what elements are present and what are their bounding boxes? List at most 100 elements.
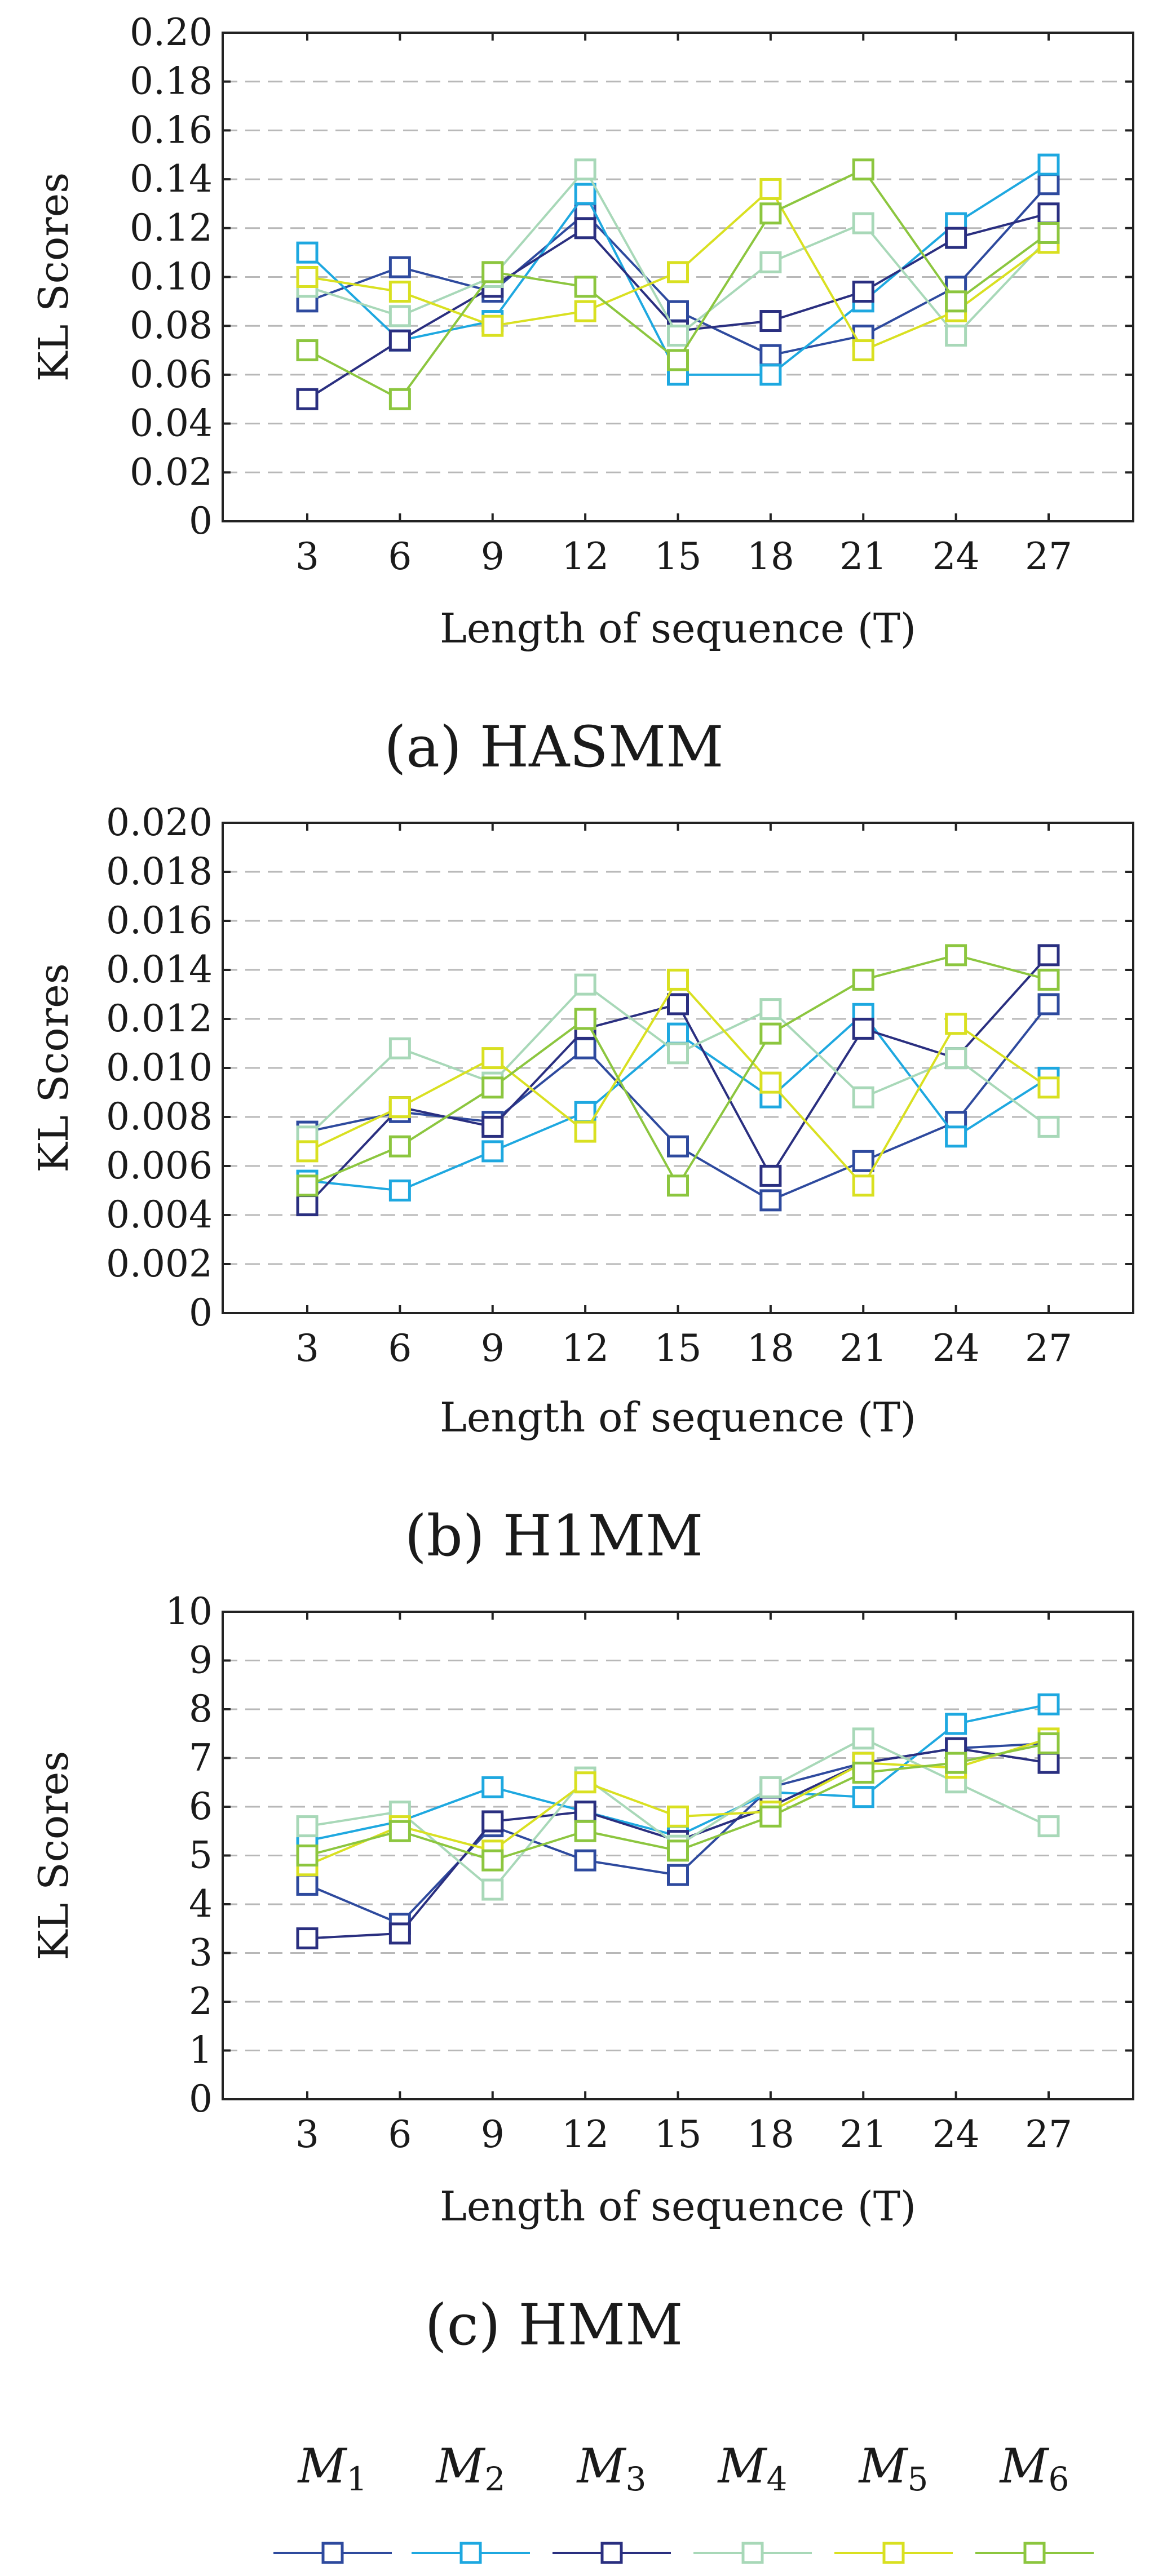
data-point [574,1849,596,1872]
data-point [759,998,782,1021]
data-point [667,993,689,1016]
data-point [296,1194,319,1217]
data-point [388,1180,411,1201]
data-point [1037,221,1060,244]
y-tick-label: 0 [189,1291,213,1334]
data-point [1037,968,1060,991]
x-tick-label: 27 [1025,535,1072,578]
data-point [667,300,689,322]
data-point [1037,1815,1060,1838]
data-point [574,1820,596,1842]
data-point [1037,944,1060,966]
x-tick-label: 15 [655,1327,702,1370]
data-point [574,1120,596,1143]
data-point [481,1849,504,1872]
data-point [945,227,967,249]
chart-panel-2: 0 0.002 0.004 0.006 0.008 0.010 0.012 0.014 0.01… [30,801,1134,1569]
data-point [481,1878,504,1901]
data-point [667,1805,689,1828]
chart-panel-1: 0 0.02 0.04 0.06 0.08 0.10 0.12 0.14 0.16 0.18 0.2… [30,11,1134,780]
legend-label-base: M [435,2438,486,2494]
legend-label-base: M [858,2438,909,2494]
data-point [759,251,782,273]
x-tick-label: 15 [655,2113,702,2156]
data-point [852,1786,874,1808]
x-tick-label: 6 [388,1327,412,1370]
data-point [388,1037,411,1059]
y-tick-label: 0 [189,499,213,543]
y-tick-label: 0.002 [106,1242,213,1285]
legend-label: M2 [435,2438,506,2498]
legend-marker [459,2542,482,2564]
data-point [388,329,411,352]
y-axis-title: KL Scores [30,172,77,382]
data-point [759,202,782,225]
x-tick-label: 6 [388,535,412,578]
data-point [1037,153,1060,176]
legend-entry-m2: M2 [412,2438,530,2564]
data-point [296,266,319,288]
y-tick-label: 0.004 [106,1193,213,1236]
data-point [945,944,967,966]
data-point [574,276,596,298]
data-point [1037,1752,1060,1774]
y-tick-label: 0.008 [106,1095,213,1138]
x-axis-title: Length of sequence (T) [440,1394,916,1441]
legend-entry-m1: M1 [273,2438,392,2564]
y-tick-label: 7 [189,1736,213,1780]
data-point [388,388,411,410]
data-point [852,1086,874,1109]
data-point [388,256,411,278]
data-point [296,1815,319,1838]
y-axis-title: KL Scores [30,963,77,1172]
data-point [1037,1732,1060,1755]
data-point [574,158,596,181]
series-m6 [296,158,1060,410]
legend-marker [600,2542,623,2564]
data-point [945,325,967,347]
data-point [667,349,689,371]
x-tick-label: 21 [839,1327,887,1370]
legend-label-base: M [576,2438,627,2494]
x-tick-label: 12 [562,1327,609,1370]
x-tick-label: 27 [1025,1327,1072,1370]
data-point [759,310,782,332]
legend-label-base: M [717,2438,768,2494]
legend-entry-m5: M5 [834,2438,953,2564]
x-tick-label: 9 [481,535,505,578]
data-point [574,1801,596,1823]
x-tick-label: 3 [295,535,319,578]
y-tick-label: 0.12 [130,206,213,250]
data-point [945,1047,967,1070]
series-m6 [296,1732,1060,1872]
y-tick-label: 0.016 [106,899,213,942]
y-tick-label: 3 [189,1931,213,1975]
legend-label-sub: 6 [1049,2460,1069,2498]
data-point [481,1776,504,1798]
data-point [759,1022,782,1045]
series-line [306,954,1050,1206]
legend-label: M3 [576,2438,647,2498]
x-tick-label: 18 [747,2113,794,2156]
data-point [945,1752,967,1774]
x-tick-label: 21 [839,2113,887,2156]
y-tick-label: 0.18 [130,60,213,103]
data-point [667,1864,689,1886]
data-point [852,1174,874,1197]
data-point [852,1761,874,1784]
x-tick-label: 3 [295,2113,319,2156]
x-tick-label: 3 [295,1327,319,1370]
data-point [852,1150,874,1172]
data-point [388,1820,411,1842]
data-point [759,344,782,366]
legend-marker [1023,2542,1046,2564]
x-tick-label: 6 [388,2113,412,2156]
legend-label-base: M [999,2438,1050,2494]
data-point [759,1189,782,1212]
x-tick-label: 24 [932,1327,980,1370]
data-point [759,1071,782,1094]
data-point [759,1164,782,1187]
legend-label-base: M [297,2438,348,2494]
data-point [388,305,411,327]
